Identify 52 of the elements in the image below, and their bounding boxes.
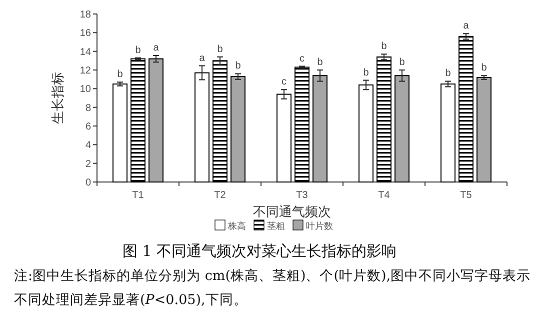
y-tick-label: 14 [80, 46, 92, 58]
legend-label: 茎粗 [267, 221, 285, 231]
bar [230, 76, 246, 182]
data-label: b [363, 67, 370, 78]
x-axis-title: 不同通气频次 [253, 204, 331, 219]
legend-label: 株高 [227, 221, 246, 231]
bar [312, 75, 328, 182]
bar [458, 36, 474, 182]
y-tick-label: 2 [85, 158, 92, 170]
y-axis-title: 生长指标 [50, 72, 65, 124]
data-label: b [235, 60, 242, 72]
y-tick-label: 0 [85, 178, 92, 188]
bar [112, 84, 128, 182]
x-tick-label: T2 [214, 190, 226, 201]
bar [440, 84, 456, 182]
bar [276, 94, 292, 182]
data-label: c [282, 76, 286, 88]
x-tick-label: T5 [460, 190, 472, 201]
data-label: b [135, 44, 142, 56]
legend-label: 叶片数 [306, 221, 333, 231]
x-tick-label: T4 [378, 190, 390, 201]
bar [148, 58, 164, 182]
text: 注:图中生长指标的单位分别为 cm(株高、茎粗)、个(叶片数),图中不同小写字母表示不同处理间差异显著(P<0.05),下同。 [14, 268, 531, 308]
y-tick-label: 4 [85, 140, 92, 152]
data-label: b [481, 62, 488, 74]
bar [476, 76, 492, 182]
data-label: b [381, 41, 388, 52]
data-label: a [153, 42, 160, 54]
bar [194, 72, 210, 182]
data-label: b [317, 57, 324, 68]
y-tick-label: 18 [80, 10, 92, 20]
bar [212, 60, 228, 182]
bar [358, 84, 374, 182]
text: 图 1 不同通气频次对菜心生长指标的影响 [122, 242, 397, 260]
x-tick-label: T3 [296, 190, 308, 201]
data-label: a [463, 20, 470, 32]
y-tick-label: 16 [80, 28, 92, 40]
data-label: b [117, 69, 124, 80]
data-label: c [300, 53, 304, 64]
data-label: b [399, 57, 406, 68]
y-tick-label: 12 [80, 66, 92, 76]
y-tick-label: 10 [80, 84, 92, 96]
bar [394, 75, 410, 182]
data-label: b [217, 44, 224, 55]
bar [130, 58, 146, 182]
data-label: a [199, 52, 206, 64]
x-tick-label: T1 [132, 190, 144, 201]
data-label: b [445, 68, 452, 80]
y-tick-label: 6 [85, 122, 92, 132]
bar [294, 66, 310, 182]
y-tick-label: 8 [85, 102, 92, 114]
bar [376, 56, 392, 182]
